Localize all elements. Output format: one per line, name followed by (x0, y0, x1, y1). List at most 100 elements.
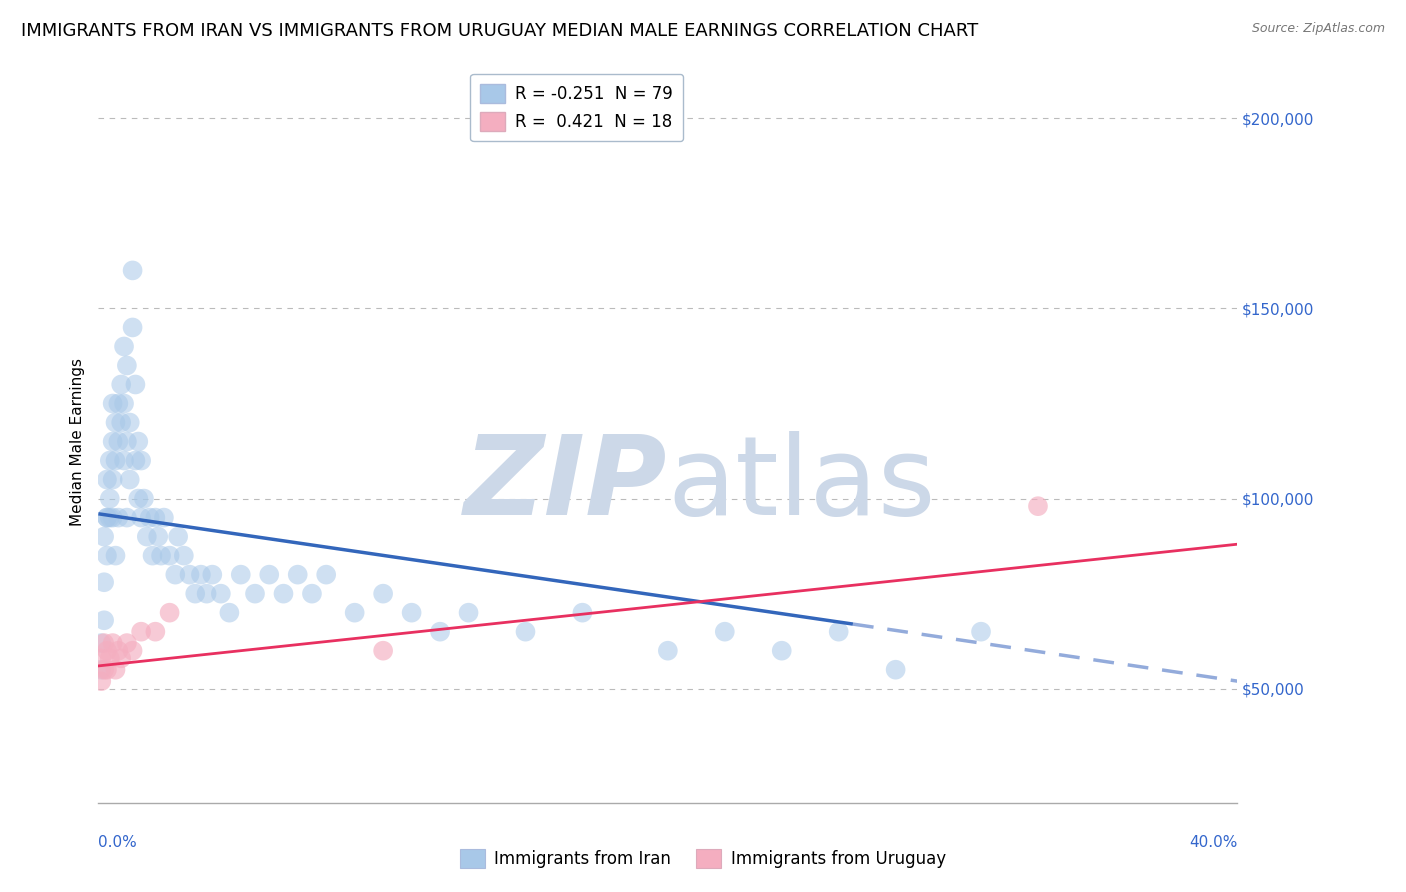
Legend: R = -0.251  N = 79, R =  0.421  N = 18: R = -0.251 N = 79, R = 0.421 N = 18 (471, 74, 683, 141)
Point (343, 606, 366, 620)
Point (96, 473, 118, 487)
Point (93, 575, 115, 590)
Point (315, 567, 337, 582)
Point (145, 624, 167, 639)
Point (129, 624, 152, 639)
Point (115, 434, 138, 449)
Point (159, 606, 181, 620)
Point (110, 416, 132, 430)
Point (201, 567, 224, 582)
Point (287, 567, 309, 582)
Point (167, 530, 190, 544)
Point (96, 510, 118, 524)
Point (98, 651, 121, 665)
Point (98, 510, 121, 524)
Point (90, 663, 112, 677)
Point (98, 453, 121, 467)
Point (243, 587, 266, 601)
Point (96, 643, 118, 657)
Point (93, 636, 115, 650)
Point (90, 674, 112, 689)
Point (373, 643, 395, 657)
Point (101, 473, 124, 487)
Y-axis label: Median Male Earnings: Median Male Earnings (69, 358, 84, 525)
Point (429, 624, 451, 639)
Point (104, 549, 127, 563)
Point (124, 377, 146, 392)
Point (770, 643, 793, 657)
Text: ZIP: ZIP (464, 432, 668, 539)
Point (115, 359, 138, 373)
Point (121, 643, 143, 657)
Point (515, 624, 537, 639)
Point (135, 530, 157, 544)
Point (104, 416, 127, 430)
Point (93, 663, 115, 677)
Point (104, 453, 127, 467)
Point (209, 587, 232, 601)
Point (112, 453, 135, 467)
Point (714, 624, 737, 639)
Point (110, 377, 132, 392)
Point (138, 510, 160, 524)
Point (828, 624, 851, 639)
Point (179, 567, 201, 582)
Point (107, 396, 129, 410)
Point (1026, 499, 1049, 513)
Point (93, 613, 115, 627)
Point (457, 606, 479, 620)
Point (165, 567, 187, 582)
Point (118, 473, 141, 487)
Text: Source: ZipAtlas.com: Source: ZipAtlas.com (1251, 22, 1385, 36)
Point (184, 587, 207, 601)
Point (571, 606, 593, 620)
Legend: Immigrants from Iran, Immigrants from Uruguay: Immigrants from Iran, Immigrants from Ur… (453, 842, 953, 875)
Text: IMMIGRANTS FROM IRAN VS IMMIGRANTS FROM URUGUAY MEDIAN MALE EARNINGS CORRELATION: IMMIGRANTS FROM IRAN VS IMMIGRANTS FROM … (21, 22, 979, 40)
Point (141, 549, 163, 563)
Point (148, 530, 170, 544)
Point (273, 587, 295, 601)
Point (110, 651, 132, 665)
Point (229, 567, 252, 582)
Point (101, 510, 124, 524)
Point (98, 491, 121, 506)
Point (112, 396, 135, 410)
Point (129, 510, 152, 524)
Text: 40.0%: 40.0% (1189, 835, 1237, 850)
Point (107, 510, 129, 524)
Point (218, 606, 240, 620)
Point (190, 567, 212, 582)
Point (127, 434, 149, 449)
Text: atlas: atlas (668, 432, 936, 539)
Point (401, 606, 423, 620)
Point (301, 587, 323, 601)
Point (259, 567, 281, 582)
Point (884, 663, 907, 677)
Point (93, 530, 115, 544)
Point (121, 263, 143, 277)
Point (145, 510, 167, 524)
Point (90, 651, 112, 665)
Point (657, 643, 679, 657)
Point (96, 510, 118, 524)
Point (96, 549, 118, 563)
Point (970, 624, 993, 639)
Point (101, 396, 124, 410)
Point (127, 491, 149, 506)
Point (159, 549, 181, 563)
Point (96, 663, 118, 677)
Point (150, 549, 173, 563)
Point (104, 663, 127, 677)
Point (112, 339, 135, 353)
Point (124, 453, 146, 467)
Point (101, 636, 124, 650)
Point (90, 636, 112, 650)
Point (129, 453, 152, 467)
Point (101, 434, 124, 449)
Point (118, 416, 141, 430)
Point (107, 643, 129, 657)
Text: 0.0%: 0.0% (98, 835, 138, 850)
Point (107, 434, 129, 449)
Point (153, 510, 176, 524)
Point (373, 587, 395, 601)
